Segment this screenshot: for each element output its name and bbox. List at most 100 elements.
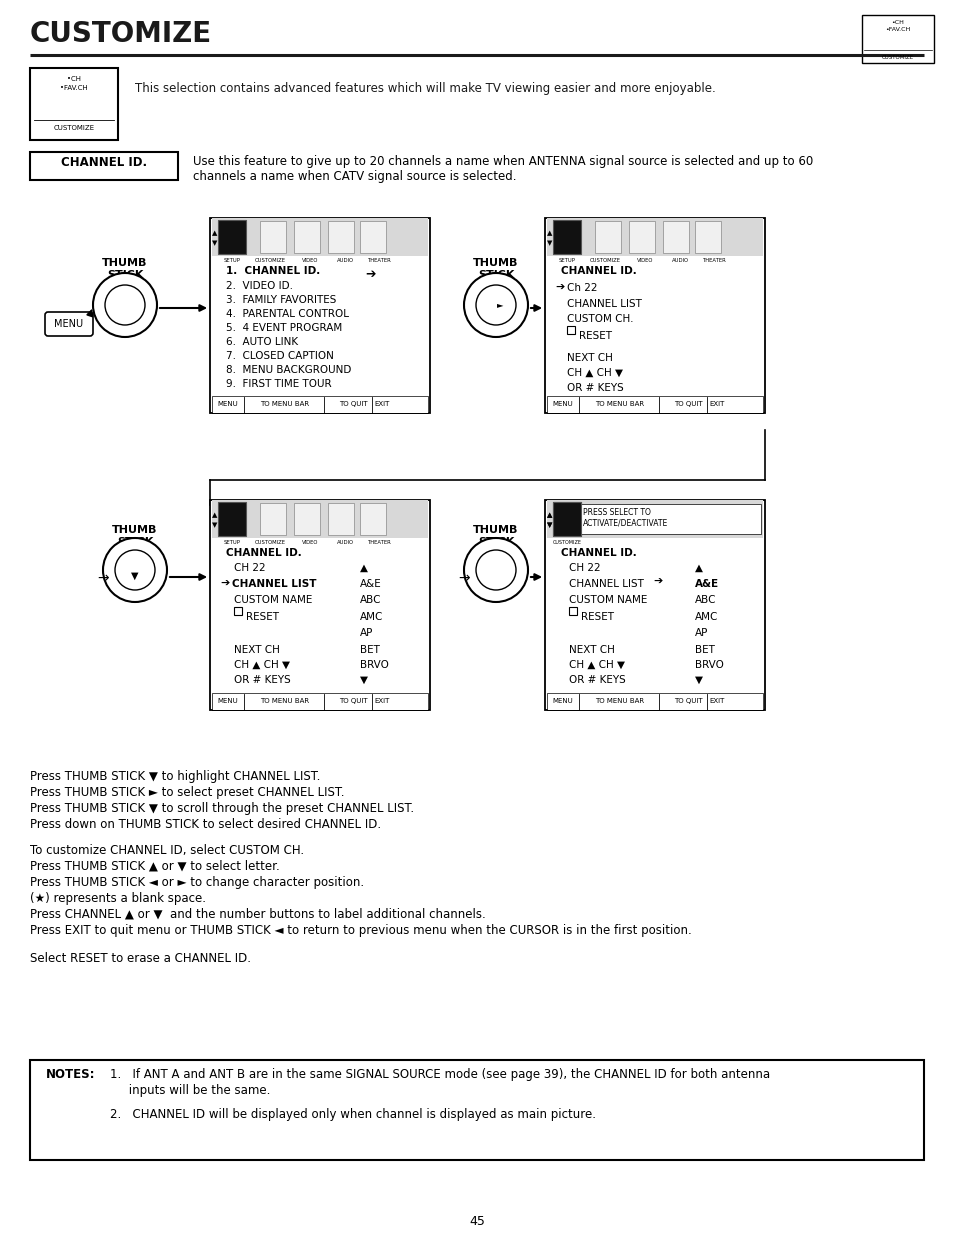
Text: CHANNEL ID.: CHANNEL ID. — [560, 266, 636, 275]
Bar — [695, 221, 720, 253]
Text: TO QUIT: TO QUIT — [673, 401, 701, 408]
FancyBboxPatch shape — [45, 312, 92, 336]
Text: •CH
•FAV.CH: •CH •FAV.CH — [60, 77, 88, 90]
Bar — [628, 221, 655, 253]
Bar — [546, 693, 762, 710]
Text: STICK: STICK — [116, 537, 153, 547]
Text: THEATER: THEATER — [702, 258, 726, 263]
Text: BRVO: BRVO — [359, 659, 389, 671]
Text: Press THUMB STICK ▼ to scroll through the preset CHANNEL LIST.: Press THUMB STICK ▼ to scroll through th… — [30, 802, 414, 815]
Text: MENU: MENU — [54, 319, 84, 329]
Bar — [544, 500, 764, 710]
Bar — [294, 503, 319, 535]
Text: NEXT CH: NEXT CH — [568, 645, 615, 655]
Text: ABC: ABC — [695, 595, 716, 605]
Text: RESET: RESET — [578, 331, 612, 341]
Text: TO MENU BAR: TO MENU BAR — [260, 698, 309, 704]
Text: TO QUIT: TO QUIT — [338, 698, 367, 704]
Text: Press THUMB STICK ◄ or ► to change character position.: Press THUMB STICK ◄ or ► to change chara… — [30, 876, 364, 889]
Text: ▼: ▼ — [547, 240, 552, 246]
Text: MENU: MENU — [217, 401, 238, 408]
Text: ▲: ▲ — [213, 230, 217, 236]
Text: VIDEO: VIDEO — [301, 540, 318, 545]
Text: A&E: A&E — [695, 579, 719, 589]
Text: SETUP: SETUP — [558, 258, 575, 263]
Bar — [294, 221, 319, 253]
Text: channels a name when CATV signal source is selected.: channels a name when CATV signal source … — [193, 170, 516, 183]
Text: VIDEO: VIDEO — [637, 258, 653, 263]
Text: CUSTOM NAME: CUSTOM NAME — [568, 595, 647, 605]
Text: AMC: AMC — [695, 613, 718, 622]
Bar — [233, 606, 242, 615]
Text: •CH
•FAV.CH: •CH •FAV.CH — [884, 20, 910, 32]
Text: CUSTOMIZE: CUSTOMIZE — [552, 540, 581, 545]
Text: TO MENU BAR: TO MENU BAR — [260, 401, 309, 408]
Text: CHANNEL LIST: CHANNEL LIST — [568, 579, 643, 589]
Text: BET: BET — [359, 645, 379, 655]
Text: STICK: STICK — [477, 537, 514, 547]
Bar — [359, 221, 386, 253]
Bar — [546, 219, 762, 256]
Bar — [546, 396, 762, 412]
Text: Press THUMB STICK ► to select preset CHANNEL LIST.: Press THUMB STICK ► to select preset CHA… — [30, 785, 344, 799]
Text: ➔: ➔ — [365, 268, 375, 282]
Circle shape — [476, 285, 516, 325]
Text: CUSTOMIZE: CUSTOMIZE — [254, 258, 285, 263]
Text: ▼: ▼ — [547, 522, 552, 529]
Text: EXIT: EXIT — [709, 401, 724, 408]
Text: CHANNEL ID.: CHANNEL ID. — [560, 548, 636, 558]
Text: ➔: ➔ — [652, 577, 661, 587]
Text: MENU: MENU — [552, 401, 573, 408]
Text: Ch 22: Ch 22 — [566, 283, 597, 293]
Text: ▼: ▼ — [132, 571, 138, 580]
Text: →: → — [97, 571, 109, 585]
Bar — [566, 326, 575, 333]
Text: THUMB: THUMB — [112, 525, 157, 535]
Text: CHANNEL LIST: CHANNEL LIST — [566, 299, 641, 309]
Bar — [30, 1060, 923, 1160]
Text: PRESS SELECT TO
ACTIVATE/DEACTIVATE: PRESS SELECT TO ACTIVATE/DEACTIVATE — [582, 508, 667, 527]
Text: SETUP: SETUP — [223, 540, 240, 545]
Bar — [212, 500, 428, 538]
Bar — [218, 501, 246, 536]
Bar — [359, 503, 386, 535]
Text: AP: AP — [359, 629, 373, 638]
Text: TO QUIT: TO QUIT — [673, 698, 701, 704]
Text: CH 22: CH 22 — [568, 563, 600, 573]
Bar — [328, 221, 354, 253]
Bar — [568, 606, 577, 615]
Text: OR # KEYS: OR # KEYS — [566, 383, 623, 393]
Text: 7.  CLOSED CAPTION: 7. CLOSED CAPTION — [226, 351, 334, 361]
Text: OR # KEYS: OR # KEYS — [568, 676, 625, 685]
Text: Press THUMB STICK ▲ or ▼ to select letter.: Press THUMB STICK ▲ or ▼ to select lette… — [30, 860, 279, 873]
Text: THUMB: THUMB — [473, 258, 518, 268]
Text: Use this feature to give up to 20 channels a name when ANTENNA signal source is : Use this feature to give up to 20 channe… — [193, 156, 812, 168]
Text: CHANNEL ID.: CHANNEL ID. — [226, 548, 301, 558]
Text: EXIT: EXIT — [709, 698, 724, 704]
Text: RESET: RESET — [580, 613, 614, 622]
Text: TO QUIT: TO QUIT — [338, 401, 367, 408]
Circle shape — [463, 273, 527, 337]
Bar — [328, 503, 354, 535]
Text: 1.   If ANT A and ANT B are in the same SIGNAL SOURCE mode (see page 39), the CH: 1. If ANT A and ANT B are in the same SI… — [110, 1068, 769, 1081]
Bar — [212, 396, 428, 412]
Text: THUMB: THUMB — [102, 258, 148, 268]
Text: ▼: ▼ — [547, 522, 552, 529]
Bar — [260, 503, 286, 535]
Bar — [553, 501, 580, 536]
Bar — [210, 500, 430, 710]
Text: Select RESET to erase a CHANNEL ID.: Select RESET to erase a CHANNEL ID. — [30, 952, 251, 965]
Text: CUSTOMIZE: CUSTOMIZE — [254, 540, 285, 545]
Text: CUSTOMIZE: CUSTOMIZE — [30, 20, 212, 48]
Text: ▼: ▼ — [213, 240, 217, 246]
Text: SETUP: SETUP — [223, 258, 240, 263]
Text: →: → — [457, 571, 469, 585]
Text: AUDIO: AUDIO — [336, 258, 354, 263]
Circle shape — [476, 550, 516, 590]
Text: CH 22: CH 22 — [233, 563, 265, 573]
Text: TO MENU BAR: TO MENU BAR — [595, 698, 644, 704]
Text: THEATER: THEATER — [368, 540, 392, 545]
Bar — [30, 68, 118, 140]
Text: THUMB: THUMB — [473, 525, 518, 535]
Text: EXIT: EXIT — [374, 698, 389, 704]
